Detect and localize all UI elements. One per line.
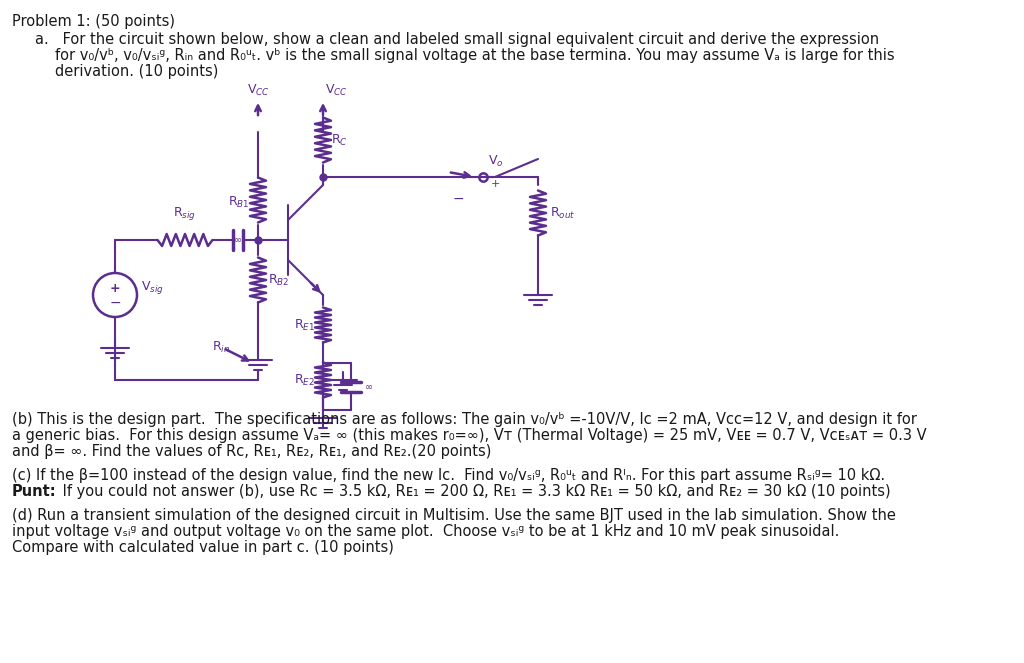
Text: R$_{out}$: R$_{out}$ <box>550 206 575 221</box>
Text: R$_{E2}$: R$_{E2}$ <box>294 373 315 388</box>
Text: (b) This is the design part.  The specifications are as follows: The gain v₀/vᵇ : (b) This is the design part. The specifi… <box>12 412 916 427</box>
Text: ∞: ∞ <box>365 382 373 392</box>
Text: −: − <box>110 296 121 310</box>
Text: R$_C$: R$_C$ <box>331 133 348 148</box>
Text: V$_{CC}$: V$_{CC}$ <box>247 83 269 98</box>
Text: V$_o$: V$_o$ <box>488 154 504 169</box>
Text: a.   For the circuit shown below, show a clean and labeled small signal equivale: a. For the circuit shown below, show a c… <box>35 32 880 47</box>
Text: ∞: ∞ <box>233 235 242 245</box>
Text: Compare with calculated value in part c. (10 points): Compare with calculated value in part c.… <box>12 540 394 555</box>
Text: −: − <box>453 192 464 206</box>
Text: R$_{sig}$: R$_{sig}$ <box>173 205 197 222</box>
Text: R$_{in}$: R$_{in}$ <box>212 340 230 355</box>
Text: (d) Run a transient simulation of the designed circuit in Multisim. Use the same: (d) Run a transient simulation of the de… <box>12 508 896 523</box>
Text: (c) If the β=100 instead of the design value, find the new Ic.  Find v₀/vₛᵢᵍ, R₀: (c) If the β=100 instead of the design v… <box>12 468 885 483</box>
Text: a generic bias.  For this design assume Vₐ= ∞ (this makes r₀=∞), Vᴛ (Thermal Vol: a generic bias. For this design assume V… <box>12 428 927 443</box>
Text: R$_{E1}$: R$_{E1}$ <box>294 318 315 333</box>
Text: for v₀/vᵇ, v₀/vₛᵢᵍ, Rᵢₙ and R₀ᵘₜ. vᵇ is the small signal voltage at the base ter: for v₀/vᵇ, v₀/vₛᵢᵍ, Rᵢₙ and R₀ᵘₜ. vᵇ is … <box>55 48 895 63</box>
Text: and β= ∞. Find the values of Rᴄ, Rᴇ₁, Rᴇ₂, Rᴇ₁, and Rᴇ₂.(20 points): and β= ∞. Find the values of Rᴄ, Rᴇ₁, Rᴇ… <box>12 444 492 459</box>
Text: derivation. (10 points): derivation. (10 points) <box>55 64 218 79</box>
Text: Problem 1: (50 points): Problem 1: (50 points) <box>12 14 175 29</box>
Text: R$_{B2}$: R$_{B2}$ <box>268 272 290 288</box>
Text: +: + <box>110 282 120 294</box>
Text: V$_{CC}$: V$_{CC}$ <box>325 83 348 98</box>
Text: Punt:: Punt: <box>12 484 56 499</box>
Text: If you could not answer (b), use Rᴄ = 3.5 kΩ, Rᴇ₁ = 200 Ω, Rᴇ₁ = 3.3 kΩ Rᴇ₁ = 50: If you could not answer (b), use Rᴄ = 3.… <box>58 484 891 499</box>
Text: R$_{B1}$: R$_{B1}$ <box>228 194 250 210</box>
Text: V$_{sig}$: V$_{sig}$ <box>141 278 164 296</box>
Text: +: + <box>490 179 501 189</box>
Text: input voltage vₛᵢᵍ and output voltage v₀ on the same plot.  Choose vₛᵢᵍ to be at: input voltage vₛᵢᵍ and output voltage v₀… <box>12 524 840 539</box>
